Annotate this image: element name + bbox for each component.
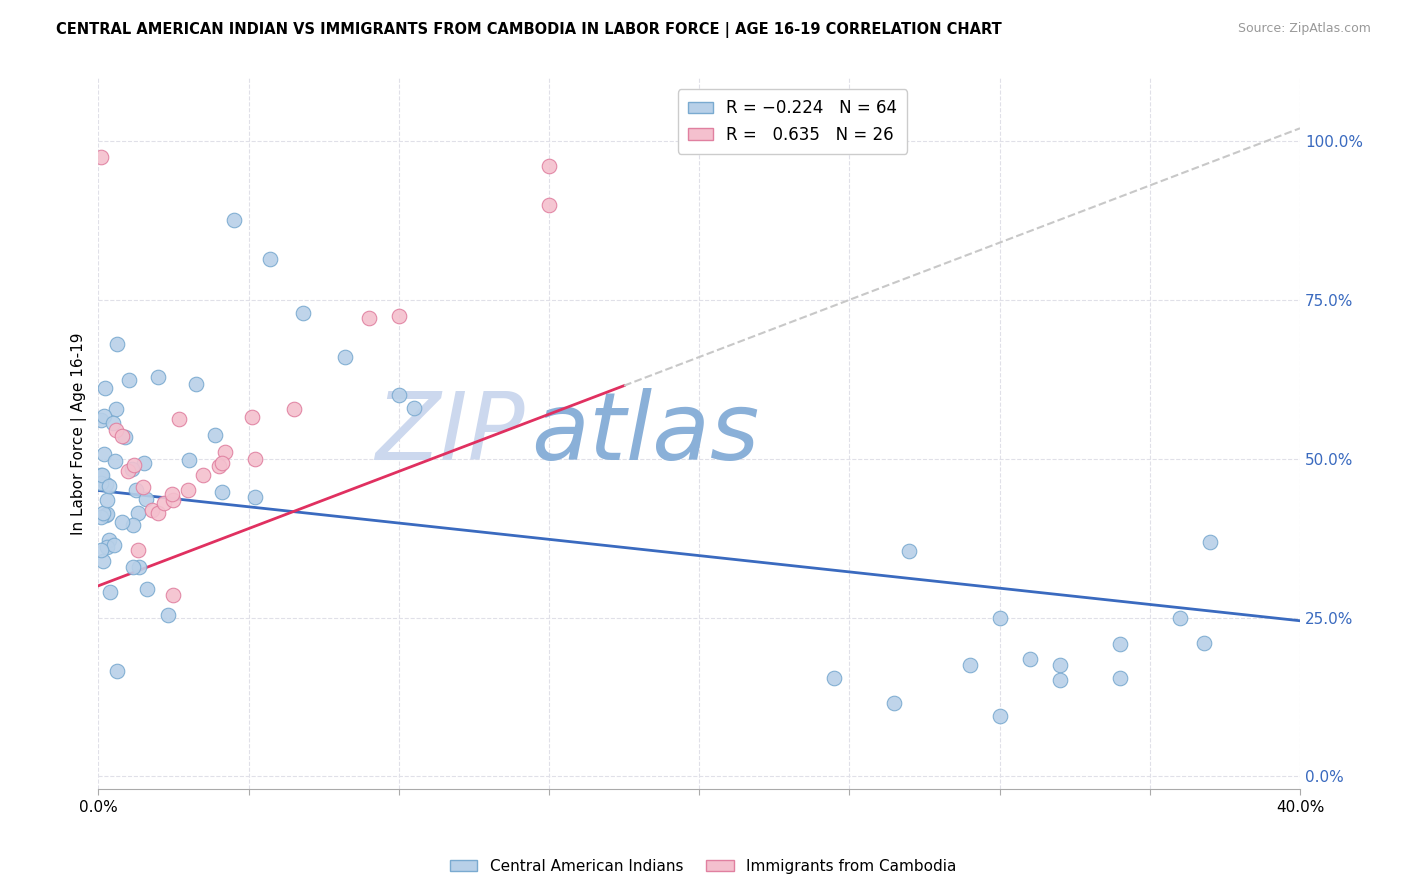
Point [153,496,176,510]
Point [988,611,1011,625]
Point [96,493,118,508]
Point [283,401,305,416]
Legend: Central American Indians, Immigrants from Cambodia: Central American Indians, Immigrants fro… [444,853,962,880]
Point [132,456,155,470]
Point [177,483,200,498]
Point [118,373,141,387]
Text: atlas: atlas [531,388,759,479]
Point [537,160,560,174]
Point [96,541,118,555]
Point [204,428,226,442]
Point [1018,652,1040,666]
Point [121,461,143,475]
Point [883,697,905,711]
Point [959,658,981,673]
Point [111,429,134,443]
Point [1049,658,1071,673]
Point [222,213,245,227]
Point [291,305,314,319]
Point [104,454,127,468]
Point [259,252,281,266]
Y-axis label: In Labor Force | Age 16-19: In Labor Force | Age 16-19 [72,332,87,534]
Point [111,515,134,529]
Point [96,507,118,521]
Point [98,585,121,599]
Point [98,479,121,493]
Point [240,410,263,425]
Point [357,311,380,326]
Point [121,518,143,533]
Point [898,544,921,558]
Point [117,464,139,478]
Point [90,475,112,490]
Point [388,388,411,402]
Point [105,401,128,416]
Point [93,447,115,461]
Point [167,412,190,426]
Point [135,582,157,596]
Point [90,509,112,524]
Point [162,588,184,602]
Point [103,416,125,430]
Point [105,664,128,678]
Point [90,468,112,483]
Point [93,409,115,423]
Point [132,480,155,494]
Point [193,467,215,482]
Point [105,336,128,351]
Point [127,543,149,558]
Point [214,445,236,459]
Point [1108,637,1130,651]
Point [91,554,114,568]
Point [98,533,121,548]
Point [1108,671,1130,685]
Point [245,491,267,505]
Point [141,502,163,516]
Point [125,483,148,497]
Point [124,458,146,472]
Point [127,506,149,520]
Point [333,350,356,364]
Point [388,309,411,323]
Point [148,506,170,520]
Point [1192,636,1215,650]
Point [103,538,125,552]
Point [988,709,1011,723]
Point [1199,535,1222,549]
Point [537,198,560,212]
Text: CENTRAL AMERICAN INDIAN VS IMMIGRANTS FROM CAMBODIA IN LABOR FORCE | AGE 16-19 C: CENTRAL AMERICAN INDIAN VS IMMIGRANTS FR… [56,22,1002,38]
Point [91,506,114,520]
Point [121,560,143,574]
Point [135,491,157,506]
Point [94,476,117,491]
Point [184,377,207,392]
Point [90,150,112,164]
Point [94,381,117,395]
Point [160,487,183,501]
Point [94,508,117,522]
Point [207,459,229,474]
Point [162,493,184,508]
Text: Source: ZipAtlas.com: Source: ZipAtlas.com [1237,22,1371,36]
Point [114,429,136,443]
Point [211,484,233,499]
Point [90,413,112,427]
Point [1168,611,1191,625]
Point [177,452,200,467]
Point [105,423,128,437]
Text: ZIP: ZIP [375,388,524,479]
Legend: R = −0.224   N = 64, R =   0.635   N = 26: R = −0.224 N = 64, R = 0.635 N = 26 [678,89,907,153]
Point [90,542,112,557]
Point [1049,673,1071,687]
Point [245,451,267,466]
Point [823,671,845,685]
Point [402,401,425,415]
Point [157,607,180,622]
Point [148,370,170,384]
Point [128,560,150,574]
Point [91,467,114,482]
Point [211,456,233,470]
